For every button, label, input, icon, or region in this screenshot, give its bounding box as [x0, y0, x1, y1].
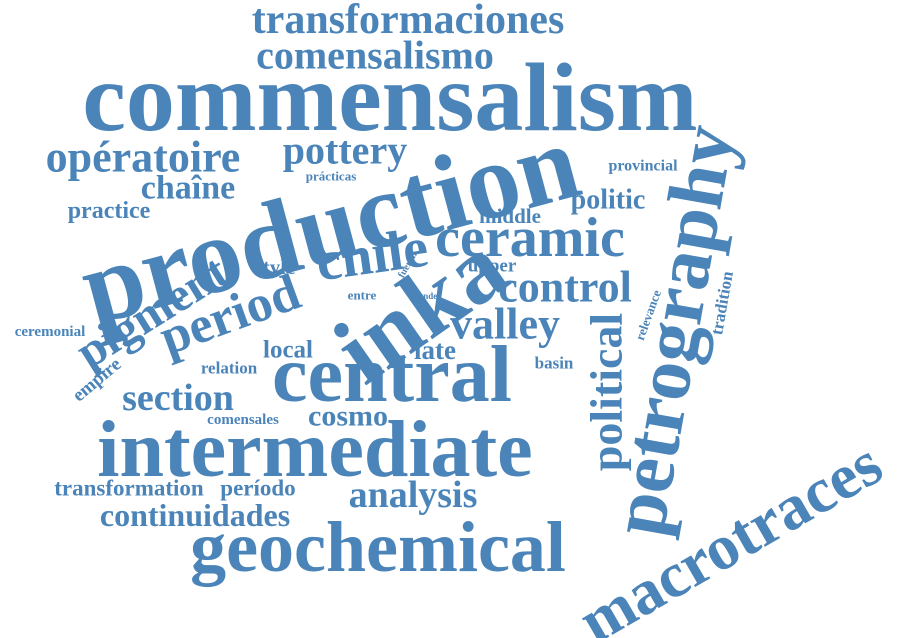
- word: central: [272, 331, 512, 419]
- word: control: [498, 263, 632, 312]
- word: political: [581, 313, 632, 471]
- word: politic: [571, 185, 646, 216]
- word: chaîne: [141, 170, 235, 207]
- word: entre: [348, 288, 377, 303]
- word: transformaciones: [252, 0, 565, 43]
- word: middle: [479, 204, 541, 228]
- word: pottery: [283, 128, 407, 173]
- word: section: [122, 377, 234, 419]
- word: opératoire: [46, 133, 241, 182]
- word: chile: [312, 217, 432, 294]
- word: analysis: [349, 474, 478, 516]
- word: relation: [201, 359, 258, 378]
- word: valley: [450, 300, 560, 349]
- word: intermediate: [97, 406, 532, 494]
- word: upper: [468, 256, 517, 277]
- word: geochemical: [190, 507, 566, 587]
- word: continuidades: [100, 497, 290, 533]
- word: ande: [419, 291, 438, 301]
- word: ceremonial: [15, 324, 86, 340]
- word: commensalism: [82, 44, 697, 152]
- word: cosmo: [308, 400, 388, 433]
- word: transformation: [54, 476, 204, 501]
- word: local: [263, 337, 313, 364]
- word: basin: [535, 354, 574, 373]
- word: provincial: [608, 158, 678, 175]
- word: período: [220, 476, 295, 501]
- word: late: [414, 335, 456, 365]
- word: style: [255, 255, 296, 279]
- word: comensales: [207, 412, 279, 428]
- word: prácticas: [306, 169, 357, 184]
- word: ceramic: [435, 207, 625, 269]
- word: practice: [68, 198, 151, 224]
- word: comensalismo: [256, 33, 494, 78]
